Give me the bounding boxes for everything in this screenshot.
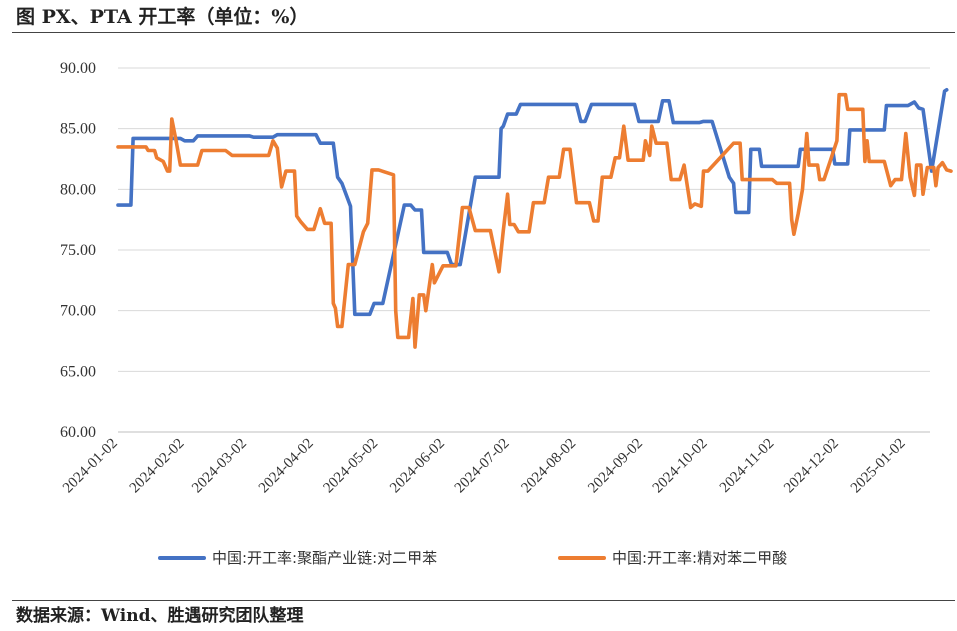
title-divider <box>12 32 955 33</box>
legend-label-1: 中国:开工率:聚酯产业链:对二甲苯 <box>212 549 437 567</box>
x-tick-label: 2024-03-02 <box>189 436 250 497</box>
x-tick-label: 2024-08-02 <box>518 436 579 497</box>
x-tick-label: 2024-12-02 <box>781 436 842 497</box>
x-tick-label: 2024-09-02 <box>585 436 646 497</box>
x-tick-label: 2024-06-02 <box>387 436 448 497</box>
series-lines <box>116 88 953 349</box>
x-tick-label: 2024-01-02 <box>60 436 121 497</box>
y-tick-label: 60.00 <box>60 424 96 441</box>
y-tick-label: 65.00 <box>60 363 96 380</box>
legend-label-2: 中国:开工率:精对苯二甲酸 <box>612 549 787 567</box>
x-tick-label: 2024-02-02 <box>127 436 188 497</box>
x-tick-label: 2024-05-02 <box>320 436 381 497</box>
y-tick-label: 75.00 <box>60 242 96 259</box>
line-chart: 60.00 65.00 70.00 75.00 80.00 85.00 90.00 2024… <box>60 60 953 567</box>
grid-lines <box>118 67 930 372</box>
x-axis-ticks: 2024-01-02 2024-02-02 2024-03-02 2024-04-02… <box>60 436 909 497</box>
x-tick-label: 2025-01-02 <box>848 436 909 497</box>
y-tick-label: 90.00 <box>60 60 96 77</box>
y-tick-label: 70.00 <box>60 303 96 320</box>
x-tick-label: 2024-10-02 <box>650 436 711 497</box>
series-line-2 <box>116 92 953 349</box>
x-tick-label: 2024-07-02 <box>452 436 513 497</box>
y-tick-label: 85.00 <box>60 121 96 138</box>
x-tick-label: 2024-04-02 <box>256 436 317 497</box>
y-tick-label: 80.00 <box>60 181 96 198</box>
x-tick-label: 2024-11-02 <box>717 436 777 496</box>
footer-divider <box>12 600 955 601</box>
y-axis-ticks: 60.00 65.00 70.00 75.00 80.00 85.00 90.00 <box>60 60 96 441</box>
figure-title: 图 PX、PTA 开工率（单位：%） <box>16 6 309 28</box>
legend: 中国:开工率:聚酯产业链:对二甲苯 中国:开工率:精对苯二甲酸 <box>158 549 787 567</box>
source-note: 数据来源：Wind、胜遇研究团队整理 <box>16 606 304 626</box>
